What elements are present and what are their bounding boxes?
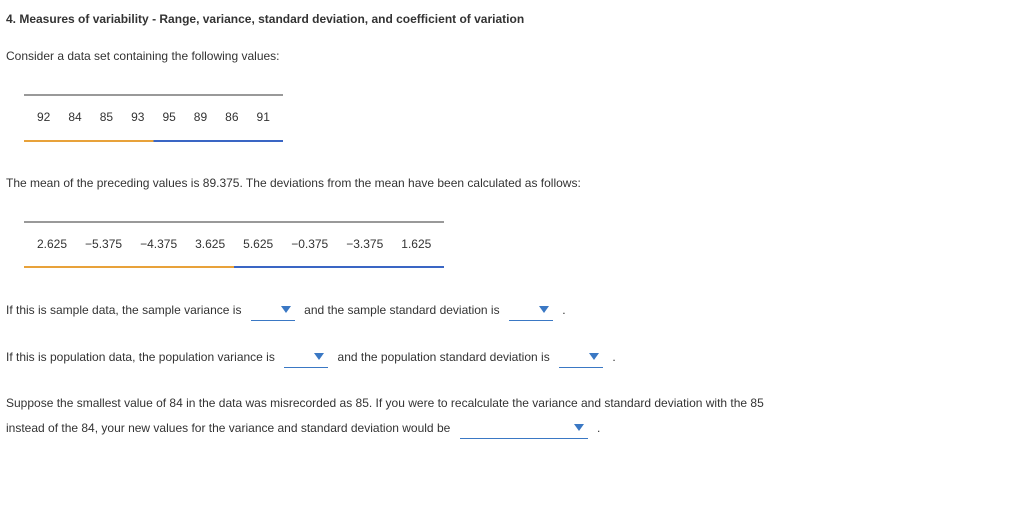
dataset-bottom-rule <box>24 140 283 142</box>
dataset-block: 9284859395898691 <box>24 94 283 141</box>
population-question: If this is population data, the populati… <box>6 347 1018 368</box>
deviation-value: 1.625 <box>392 235 440 254</box>
dataset-row: 9284859395898691 <box>24 98 283 137</box>
recalc-question-line2: instead of the 84, your new values for t… <box>6 418 1018 439</box>
dataset-value: 84 <box>59 108 90 127</box>
deviation-value: 5.625 <box>234 235 282 254</box>
deviations-block: 2.625−5.375−4.3753.6255.625−0.375−3.3751… <box>24 221 444 268</box>
pop-q-suffix: . <box>612 350 615 364</box>
deviation-value: 2.625 <box>28 235 76 254</box>
population-stddev-dropdown[interactable] <box>559 347 603 368</box>
sample-q-suffix: . <box>562 303 565 317</box>
population-variance-dropdown[interactable] <box>284 347 328 368</box>
sample-stddev-dropdown[interactable] <box>509 300 553 321</box>
pop-q-mid: and the population standard deviation is <box>338 350 550 364</box>
recalc-line1: Suppose the smallest value of 84 in the … <box>6 396 764 410</box>
mean-paragraph: The mean of the preceding values is 89.3… <box>6 174 1018 193</box>
dataset-value: 89 <box>185 108 216 127</box>
dataset-value: 92 <box>28 108 59 127</box>
deviations-bottom-rule <box>24 266 444 268</box>
recalc-q-suffix: . <box>597 420 600 434</box>
deviation-value: −0.375 <box>282 235 337 254</box>
sample-q-mid: and the sample standard deviation is <box>304 303 499 317</box>
sample-variance-dropdown[interactable] <box>251 300 295 321</box>
pop-q-prefix: If this is population data, the populati… <box>6 350 275 364</box>
recalc-dropdown[interactable] <box>460 418 588 439</box>
section-heading: 4. Measures of variability - Range, vari… <box>6 10 1018 29</box>
recalc-line2-prefix: instead of the 84, your new values for t… <box>6 420 450 434</box>
intro-paragraph: Consider a data set containing the follo… <box>6 47 1018 66</box>
deviation-value: −4.375 <box>131 235 186 254</box>
sample-question: If this is sample data, the sample varia… <box>6 300 1018 321</box>
recalc-question: Suppose the smallest value of 84 in the … <box>6 394 1018 413</box>
deviation-value: −5.375 <box>76 235 131 254</box>
deviation-value: −3.375 <box>337 235 392 254</box>
dataset-value: 85 <box>91 108 122 127</box>
dataset-value: 86 <box>216 108 247 127</box>
deviation-value: 3.625 <box>186 235 234 254</box>
sample-q-prefix: If this is sample data, the sample varia… <box>6 303 241 317</box>
deviations-top-rule <box>24 221 444 223</box>
dataset-value: 91 <box>248 108 279 127</box>
dataset-top-rule <box>24 94 283 96</box>
deviations-row: 2.625−5.375−4.3753.6255.625−0.375−3.3751… <box>24 225 444 264</box>
dataset-value: 93 <box>122 108 153 127</box>
dataset-value: 95 <box>153 108 184 127</box>
